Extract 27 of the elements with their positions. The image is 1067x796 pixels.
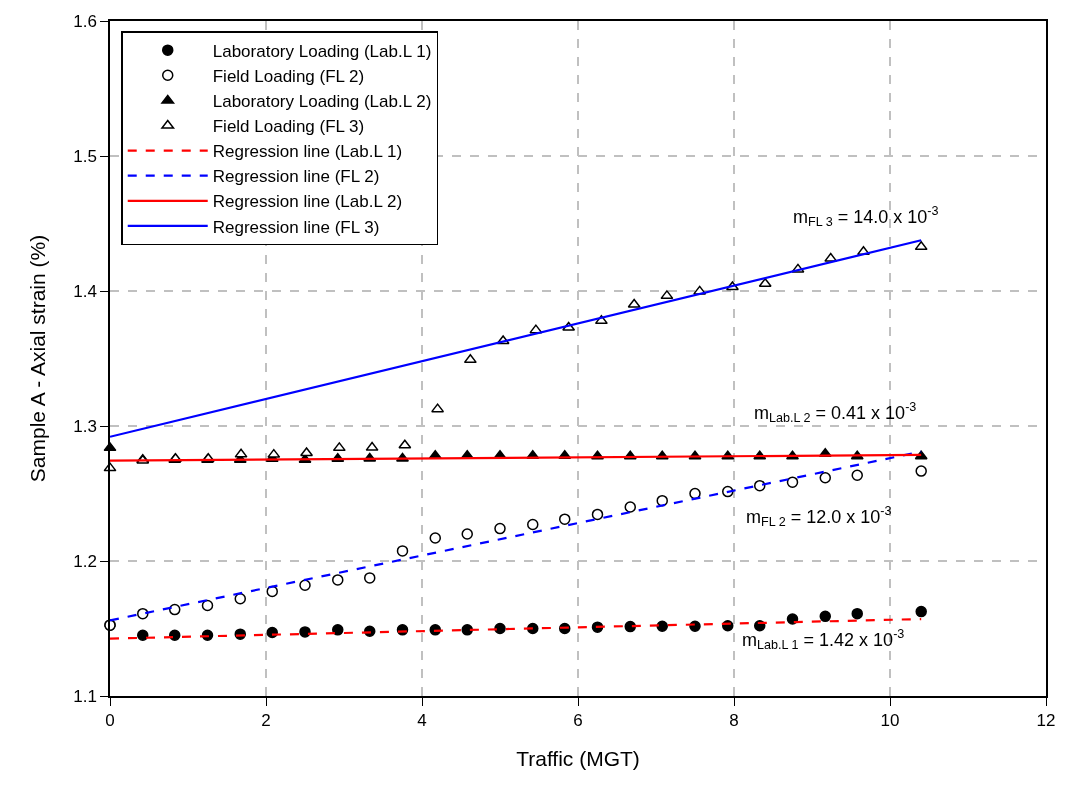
annotation: m$_{Lab.L 2}$ = 0.41 x 10$^{-3}$: [754, 400, 917, 426]
x-tick-label: 2: [261, 711, 271, 731]
y-tick-label: 1.1: [73, 686, 97, 706]
legend-label: Regression line (FL 3): [212, 217, 380, 237]
legend-label: Field Loading (FL 2): [212, 66, 365, 86]
y-axis-title: Sample A - Axial strain (%): [25, 234, 49, 483]
y-tick-label: 1.4: [73, 281, 97, 301]
legend-label: Regression line (Lab.L 2): [212, 192, 403, 212]
x-axis-title: Traffic (MGT): [516, 746, 640, 770]
x-tick-label: 4: [417, 711, 427, 731]
annotation: m$_{FL 2}$ = 12.0 x 10$^{-3}$: [746, 504, 892, 530]
x-tick-label: 12: [1036, 711, 1056, 731]
y-tick-label: 1.5: [73, 146, 97, 166]
annotation: m$_{Lab.L 1}$ = 1.42 x 10$^{-3}$: [742, 627, 905, 653]
legend-label: Regression line (FL 2): [212, 167, 380, 187]
legend-label: Regression line (Lab.L 1): [212, 142, 403, 162]
y-tick-label: 1.3: [73, 416, 97, 436]
annotation: m$_{FL 3}$ = 14.0 x 10$^{-3}$: [793, 204, 939, 230]
legend-label: Laboratory Loading (Lab.L 2): [212, 92, 432, 111]
x-tick-label: 10: [880, 711, 900, 731]
x-tick-label: 6: [573, 711, 583, 731]
legend-label: Laboratory Loading (Lab.L 1): [212, 41, 432, 61]
x-tick-label: 0: [105, 711, 115, 731]
y-tick-label: 1.2: [73, 551, 97, 571]
x-tick-label: 8: [729, 711, 739, 731]
y-tick-label: 1.6: [73, 11, 97, 31]
legend-label: Field Loading (FL 3): [212, 117, 365, 137]
